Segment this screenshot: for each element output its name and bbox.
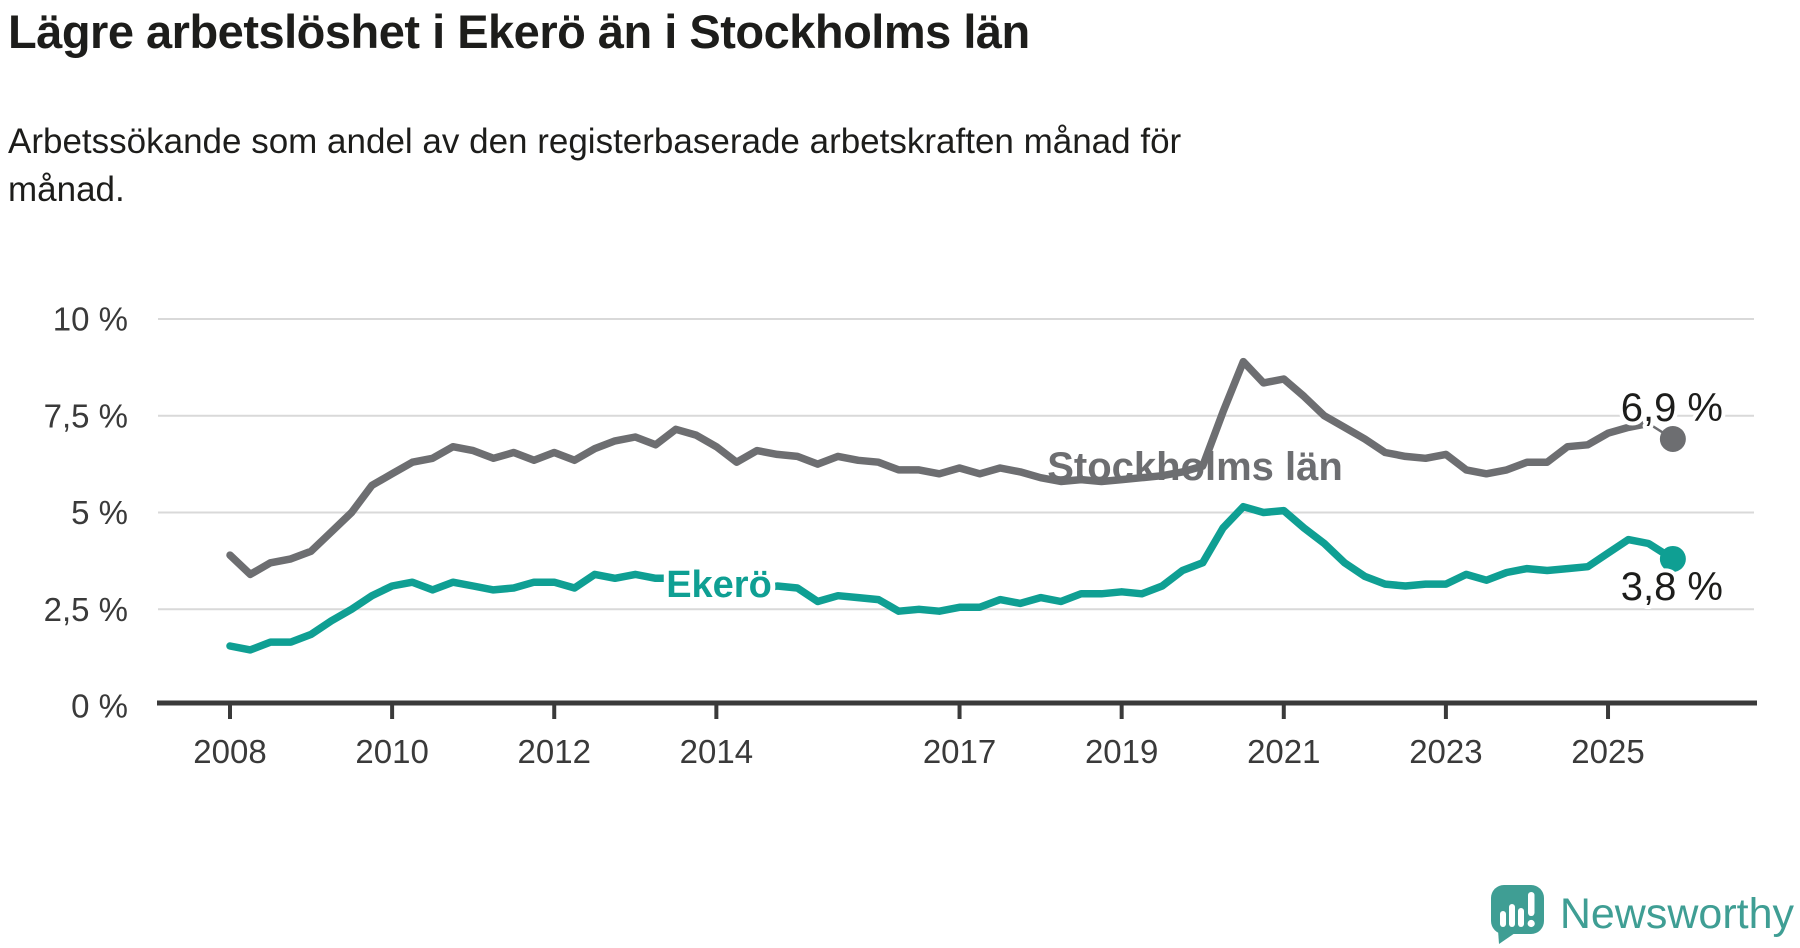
subtitle-line-1: Arbetssökande som andel av den registerb…	[8, 122, 1182, 161]
y-tick-labels: 0 % 2,5 % 5 % 7,5 % 10 %	[44, 301, 128, 725]
x-tick-label: 2025	[1571, 733, 1644, 770]
y-tick-label: 10 %	[53, 301, 128, 338]
logo-bubble-tail	[1497, 930, 1515, 944]
series-line-ekero	[226, 502, 1677, 654]
x-tick-label: 2023	[1409, 733, 1482, 770]
gridlines	[158, 318, 1754, 611]
brand-name: Newsworthy	[1559, 889, 1794, 938]
logo-bar-1	[1499, 911, 1506, 927]
series-line-stockholms-lan	[226, 357, 1653, 579]
series-end-dots	[1659, 425, 1686, 572]
newsworthy-footer: Newsworthy	[1488, 884, 1794, 944]
end-value-label-stockholms-lan: 6,9 %	[1621, 386, 1723, 430]
logo-exclamation-bar	[1527, 892, 1535, 916]
x-axis	[157, 700, 1757, 719]
logo-bar-3	[1517, 908, 1524, 927]
chart-title: Lägre arbetslöshet i Ekerö än i Stockhol…	[8, 5, 1030, 58]
x-tick-labels: 2008 2010 2012 2014 2017 2019 2021 2023 2025	[193, 733, 1644, 770]
x-tick-label: 2019	[1085, 733, 1158, 770]
y-tick-label: 5 %	[71, 494, 128, 531]
series-label-ekero: Ekerö	[666, 564, 772, 606]
series-lines	[226, 357, 1677, 654]
x-tick-label: 2012	[518, 733, 591, 770]
x-tick-label: 2021	[1247, 733, 1320, 770]
chart-subtitle: Arbetssökande som andel av den registerb…	[8, 118, 1181, 214]
series-end-dot-ekero	[1659, 545, 1686, 572]
x-axis-ticks	[228, 705, 1611, 719]
end-value-label-ekero: 3,8 %	[1621, 565, 1723, 609]
logo-bar-2	[1508, 904, 1515, 927]
y-tick-label: 2,5 %	[44, 591, 128, 628]
logo-exclamation-dot	[1527, 919, 1535, 928]
series-end-dot-stockholms-lan	[1659, 425, 1686, 452]
subtitle-line-2: månad.	[8, 170, 125, 209]
x-tick-label: 2017	[923, 733, 996, 770]
x-tick-label: 2010	[355, 733, 428, 770]
x-tick-label: 2008	[193, 733, 266, 770]
newsworthy-logo-icon	[1490, 885, 1544, 944]
logo-bubble	[1490, 885, 1544, 934]
y-tick-label: 7,5 %	[44, 397, 128, 434]
x-tick-label: 2014	[680, 733, 753, 770]
series-label-stockholms-lan: Stockholms län	[1047, 445, 1343, 489]
y-tick-label: 0 %	[71, 688, 128, 725]
